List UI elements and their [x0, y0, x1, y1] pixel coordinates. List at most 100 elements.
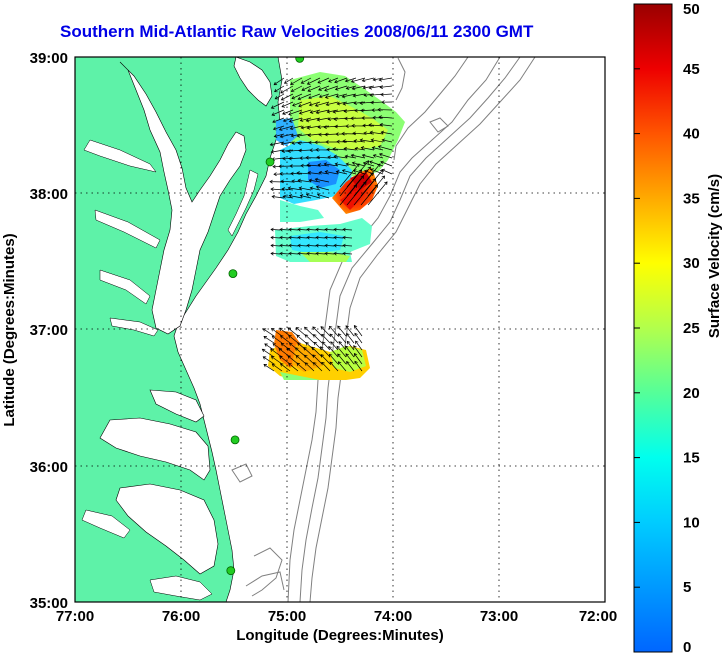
velocity-arrow [354, 108, 366, 113]
velocity-arrow [344, 154, 357, 159]
colorbar-tick-label: 15 [683, 450, 700, 467]
velocity-arrow [304, 334, 315, 344]
velocity-arrow [378, 77, 393, 82]
velocity-arrow [317, 163, 330, 167]
velocity-arrow [270, 235, 281, 240]
velocity-arrow [280, 85, 294, 94]
colorbar-tick-label: 40 [683, 126, 700, 143]
velocity-arrow [343, 146, 357, 151]
velocity-arrow [326, 147, 339, 152]
velocity-arrow [290, 133, 303, 138]
colorbar-tick-label: 50 [683, 1, 700, 18]
velocity-arrow [279, 327, 291, 337]
velocity-arrow [312, 326, 323, 337]
velocity-arrow [305, 193, 321, 199]
velocity-arrow [262, 356, 275, 365]
velocity-arrow [274, 93, 285, 100]
velocity-arrow [335, 93, 348, 98]
velocity-arrow [345, 85, 357, 90]
velocity-arrow [337, 333, 347, 344]
velocity-arrow [323, 162, 339, 167]
velocity-arrow [315, 251, 326, 256]
velocity-arrow [370, 100, 384, 105]
velocity-arrow [297, 227, 308, 232]
velocity-arrow [343, 109, 357, 114]
colorbar-tick-label: 5 [683, 579, 691, 596]
velocity-arrow [370, 138, 384, 143]
velocity-arrow [315, 227, 326, 232]
velocity-arrow [287, 186, 303, 191]
velocity-arrow [288, 334, 299, 344]
velocity-arrow [270, 356, 283, 365]
velocity-arrow [290, 171, 303, 176]
velocity-arrow [306, 235, 317, 240]
velocity-arrow [283, 77, 294, 84]
velocity-arrow [288, 109, 303, 116]
velocity-arrow [278, 125, 294, 131]
velocity-arrow [324, 93, 339, 99]
velocity-arrow [353, 352, 363, 365]
radar-sites [226, 57, 305, 576]
velocity-arrow [279, 355, 291, 365]
velocity-arrow [314, 101, 330, 107]
x-tick-label: 75:00 [268, 608, 306, 625]
radar-site-marker [226, 566, 236, 576]
velocity-arrow [288, 243, 299, 248]
velocity-arrow [379, 122, 393, 127]
velocity-arrow [313, 362, 323, 372]
velocity-arrow [288, 235, 299, 240]
velocity-arrow [281, 101, 294, 108]
colorbar-gradient [633, 3, 673, 653]
colorbar-tick-label: 0 [683, 639, 691, 656]
velocity-arrow [270, 243, 281, 248]
velocity-arrow [324, 251, 335, 256]
velocity-arrow [308, 178, 321, 183]
velocity-arrow [291, 93, 303, 100]
velocity-arrow [380, 92, 393, 97]
velocity-arrow [306, 77, 321, 85]
y-tick-label: 39:00 [30, 50, 68, 67]
velocity-arrow [272, 125, 285, 131]
velocity-arrow [328, 77, 339, 83]
velocity-arrow [304, 354, 315, 365]
colorbar-tick-label: 20 [683, 385, 700, 402]
velocity-arrow [309, 109, 321, 114]
velocity-arrow [316, 117, 330, 122]
velocity-arrow [324, 235, 335, 240]
velocity-arrow [354, 146, 366, 151]
velocity-arrow [296, 362, 307, 372]
velocity-arrow [311, 346, 323, 358]
velocity-arrow [324, 243, 335, 248]
velocity-arrow [318, 85, 330, 91]
velocity-arrow [300, 163, 312, 168]
velocity-arrow [339, 163, 360, 188]
velocity-arrow [295, 355, 307, 365]
velocity-arrow [297, 141, 312, 146]
velocity-arrow [342, 251, 353, 256]
velocity-arrow [334, 124, 348, 129]
velocity-arrow [298, 101, 312, 108]
velocity-arrow [324, 227, 335, 232]
velocity-arrow [342, 243, 353, 248]
velocity-arrow [381, 168, 393, 175]
x-axis-label: Longitude (Degrees:Minutes) [236, 627, 444, 644]
velocity-arrow [372, 154, 384, 159]
velocity-arrow [321, 333, 331, 344]
velocity-arrow [361, 153, 375, 159]
velocity-arrow [282, 109, 294, 115]
velocity-arrow [342, 139, 357, 144]
x-axis: 77:00 76:00 75:00 74:00 73:00 72:00 Long… [56, 608, 617, 644]
colorbar-tick-label: 30 [683, 255, 700, 272]
velocity-arrow [288, 227, 299, 232]
velocity-arrow [351, 85, 366, 91]
velocity-arrow [317, 125, 330, 130]
velocity-arrow [353, 166, 372, 188]
velocity-arrow [304, 362, 315, 372]
velocity-arrow [296, 171, 312, 175]
velocity-arrow [337, 353, 347, 365]
velocity-arrow [332, 147, 348, 151]
velocity-arrow [282, 194, 294, 199]
velocity-arrow [270, 149, 285, 154]
colorbar-tick-label: 35 [683, 190, 700, 207]
